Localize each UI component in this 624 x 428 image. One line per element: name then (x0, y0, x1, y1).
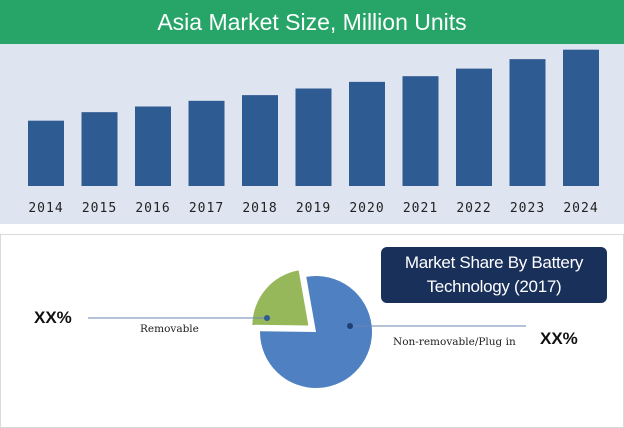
nonremovable-percent-label: XX% (540, 329, 578, 348)
pie-chart-title-line1: Market Share By Battery (404, 253, 584, 272)
x-tick-label-2015: 2015 (82, 201, 117, 216)
x-tick-label-2020: 2020 (349, 201, 384, 216)
bar-2024 (563, 49, 599, 187)
bar-chart: 2014 2015 2016 2017 2018 2019 2020 2021 2022 2023… (28, 30, 599, 216)
bar-2021 (402, 76, 439, 186)
bar-2015 (81, 112, 118, 186)
x-tick-label-2017: 2017 (189, 201, 224, 216)
bar-2017 (188, 100, 225, 186)
bar-2016 (135, 106, 171, 186)
pie-chart-title-line2: Technology (2017) (426, 277, 562, 296)
bar-2022 (456, 68, 492, 186)
bar-2019 (295, 88, 332, 186)
removable-category-label: Removable (140, 323, 199, 335)
removable-percent-label: XX% (34, 308, 72, 327)
x-tick-label-2021: 2021 (403, 201, 438, 216)
x-tick-label-2024: 2024 (563, 201, 598, 216)
x-tick-label-2014: 2014 (28, 201, 63, 216)
nonremovable-category-label: Non-removable/Plug in (393, 336, 516, 348)
x-tick-label-2018: 2018 (242, 201, 277, 216)
data-label-2024: 59.3 (565, 44, 596, 47)
x-tick-label-2019: 2019 (296, 201, 331, 216)
x-tick-label-2016: 2016 (135, 201, 170, 216)
bar-2014 (28, 120, 64, 186)
bar-2020 (349, 81, 385, 186)
x-tick-label-2022: 2022 (456, 201, 491, 216)
chart-title: Asia Market Size, Million Units (0, 0, 624, 44)
bar-chart-panel: 2014 2015 2016 2017 2018 2019 2020 2021 2022 2023… (0, 30, 624, 224)
pie-chart-title-box: Market Share By Battery Technology (2017… (381, 247, 607, 303)
divider (0, 224, 624, 234)
bar-2023 (509, 59, 546, 186)
x-tick-label-2023: 2023 (510, 201, 545, 216)
bar-2018 (242, 95, 278, 186)
